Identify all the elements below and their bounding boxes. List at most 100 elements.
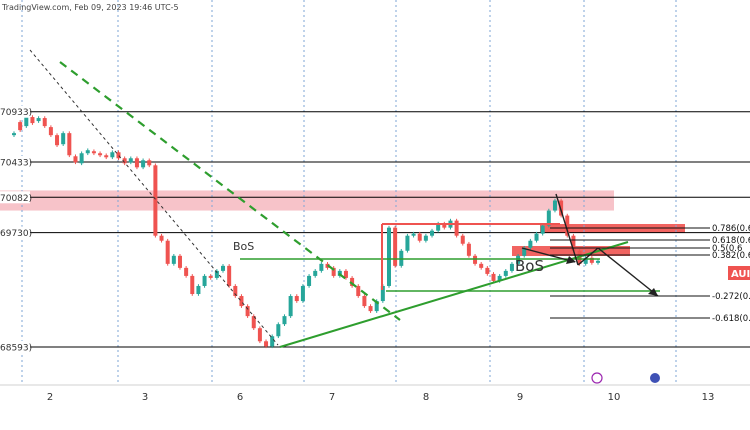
- y-axis-label-3: 69730): [0, 229, 32, 239]
- y-axis-label-0: 70933): [0, 108, 32, 118]
- candle-body: [55, 135, 60, 146]
- candle-body: [596, 260, 600, 263]
- candle-body: [522, 247, 527, 256]
- candle-body: [559, 200, 564, 216]
- candle-body: [343, 270, 348, 278]
- candle-body: [571, 235, 576, 251]
- dashed-trendline-black: [29, 49, 279, 346]
- candle-body: [116, 152, 121, 159]
- x-tick-2: 2: [47, 392, 53, 403]
- candle-body: [159, 235, 164, 241]
- candle-body: [73, 156, 78, 163]
- candle-body: [473, 255, 478, 264]
- flag-icon: [650, 373, 660, 383]
- source-watermark: TradingView.com, Feb 09, 2023 19:46 UTC-…: [2, 3, 179, 12]
- x-tick-10: 10: [608, 392, 621, 403]
- candle-body: [128, 158, 133, 163]
- candle-body: [436, 223, 441, 231]
- candle-body: [368, 306, 373, 312]
- candle-body: [294, 296, 299, 302]
- fib-label-2: 0.5(0.6: [712, 244, 742, 254]
- x-tick-13: 13: [702, 392, 715, 403]
- candles-layer: [12, 113, 600, 349]
- candle-body: [134, 158, 139, 168]
- level-label-bg-4: [0, 341, 30, 353]
- path-arrow-2: [577, 247, 599, 266]
- candle-body: [190, 275, 195, 295]
- candle-body: [393, 227, 398, 266]
- lightning-icon: [591, 372, 603, 384]
- fib-label-0: 0.786(0.6: [712, 224, 750, 234]
- candle-body: [12, 133, 16, 136]
- fib-label-3: 0.382(0.6: [712, 251, 750, 261]
- level-label-bg-1: [0, 156, 30, 168]
- arrow-head: [648, 288, 658, 296]
- candle-body: [104, 155, 109, 158]
- candle-body: [497, 275, 502, 281]
- grid-layer: [0, 0, 750, 386]
- y-axis-label-2: 70082): [0, 194, 32, 204]
- y-axis-label-4: 68593): [0, 344, 32, 354]
- candle-body: [153, 165, 158, 236]
- drawings-layer: [29, 49, 710, 348]
- candle-body: [380, 285, 385, 302]
- candle-body: [141, 160, 146, 168]
- path-arrow-bos: [521, 247, 576, 263]
- candle-body: [319, 263, 324, 271]
- symbol-badge-bg: [728, 266, 750, 280]
- candle-body: [288, 296, 293, 317]
- candle-body: [171, 255, 176, 264]
- candle-body: [405, 235, 410, 251]
- candle-body: [165, 240, 170, 264]
- supply-zone-lower: [512, 246, 630, 256]
- candle-body: [79, 153, 84, 164]
- candle-body: [257, 328, 262, 342]
- fib-label-1: 0.618(0.6: [712, 236, 750, 246]
- x-tick-8: 8: [423, 392, 429, 403]
- x-tick-6: 6: [237, 392, 243, 403]
- candle-body: [516, 255, 521, 264]
- candle-body: [270, 336, 275, 347]
- candle-body: [528, 240, 533, 248]
- candle-body: [251, 316, 256, 329]
- candle-body: [227, 265, 232, 286]
- path-arrow-1: [555, 193, 579, 266]
- candle-body: [540, 225, 545, 234]
- candle-body: [386, 227, 391, 286]
- candle-body: [147, 160, 152, 166]
- bos-label-small: BoS: [233, 240, 254, 253]
- candle-body: [30, 117, 35, 124]
- candle-body: [460, 235, 465, 244]
- candle-body: [313, 270, 318, 276]
- fib-label-4: -0.272(0.6: [712, 292, 750, 302]
- level-label-bg-2: [0, 191, 30, 204]
- candle-body: [442, 223, 447, 228]
- level-label-bg-3: [0, 226, 30, 239]
- bos-label-large: BoS: [515, 257, 544, 275]
- candle-body: [214, 270, 219, 278]
- candle-body: [282, 316, 287, 325]
- x-tick-9: 9: [517, 392, 523, 403]
- candle-body: [85, 150, 90, 154]
- candle-body: [110, 152, 115, 158]
- candle-body: [411, 233, 416, 236]
- y-axis-label-1: 70433): [0, 159, 32, 169]
- candle-body: [177, 255, 182, 268]
- level-label-bg-0: [0, 105, 30, 118]
- candle-body: [552, 200, 557, 211]
- candle-body: [122, 158, 127, 164]
- candle-body: [264, 341, 269, 347]
- candle-body: [42, 118, 47, 127]
- candle-body: [423, 235, 428, 241]
- candle-body: [356, 285, 361, 297]
- candle-body: [350, 277, 355, 286]
- labels-layer: 70933) 70433) 70082) 69730) 68593) 0.786(0.6 0…: [0, 105, 750, 403]
- candle-body: [202, 275, 207, 286]
- candle-body: [534, 233, 539, 241]
- candle-body: [374, 301, 379, 312]
- candle-body: [565, 215, 570, 236]
- candle-body: [233, 285, 238, 297]
- candle-body: [18, 122, 23, 131]
- candle-body: [546, 210, 551, 226]
